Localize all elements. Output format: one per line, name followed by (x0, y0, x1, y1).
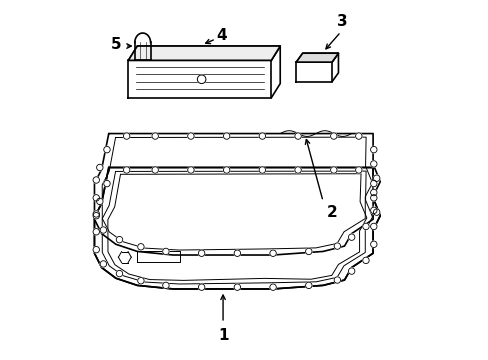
Circle shape (100, 261, 106, 267)
Circle shape (370, 223, 376, 230)
Circle shape (197, 75, 205, 84)
Circle shape (93, 211, 99, 217)
Circle shape (152, 167, 158, 173)
Text: 3: 3 (337, 14, 347, 28)
Circle shape (259, 167, 265, 173)
Circle shape (333, 243, 340, 249)
Text: 1: 1 (217, 328, 228, 343)
Circle shape (362, 257, 368, 264)
Circle shape (330, 133, 336, 139)
Circle shape (373, 209, 379, 215)
Circle shape (93, 229, 99, 235)
Circle shape (163, 282, 169, 289)
Circle shape (294, 133, 301, 139)
Circle shape (348, 268, 354, 274)
Circle shape (370, 241, 376, 248)
Circle shape (370, 189, 376, 196)
Circle shape (234, 284, 240, 291)
Circle shape (93, 212, 99, 219)
Circle shape (198, 250, 204, 256)
Text: 4: 4 (216, 28, 226, 43)
Circle shape (138, 278, 144, 284)
Circle shape (234, 250, 240, 256)
Polygon shape (296, 53, 338, 62)
Circle shape (370, 161, 376, 167)
Circle shape (373, 175, 379, 181)
Circle shape (223, 133, 229, 139)
Circle shape (187, 133, 194, 139)
Circle shape (355, 133, 361, 139)
Circle shape (138, 244, 144, 250)
Circle shape (103, 147, 110, 153)
Circle shape (100, 227, 106, 233)
Circle shape (355, 167, 361, 173)
Circle shape (163, 248, 169, 255)
Circle shape (116, 270, 122, 277)
Circle shape (370, 180, 376, 187)
Circle shape (123, 167, 130, 173)
Circle shape (305, 282, 311, 289)
Circle shape (370, 147, 376, 153)
Circle shape (269, 250, 276, 256)
Circle shape (370, 207, 376, 213)
Circle shape (223, 167, 229, 173)
Circle shape (116, 237, 122, 243)
Circle shape (305, 248, 311, 255)
Circle shape (269, 284, 276, 291)
Circle shape (103, 180, 110, 187)
Text: 5: 5 (110, 37, 121, 52)
Circle shape (198, 284, 204, 291)
Circle shape (294, 167, 301, 173)
Circle shape (123, 133, 130, 139)
Circle shape (97, 198, 103, 204)
Circle shape (362, 223, 368, 230)
Circle shape (330, 167, 336, 173)
Polygon shape (128, 46, 280, 60)
Circle shape (333, 277, 340, 283)
Circle shape (348, 234, 354, 240)
Circle shape (259, 133, 265, 139)
Circle shape (187, 167, 194, 173)
Circle shape (93, 177, 99, 183)
Circle shape (97, 164, 103, 171)
Circle shape (93, 195, 99, 201)
Text: 2: 2 (326, 204, 337, 220)
Circle shape (370, 195, 376, 201)
Circle shape (93, 247, 99, 253)
Circle shape (152, 133, 158, 139)
